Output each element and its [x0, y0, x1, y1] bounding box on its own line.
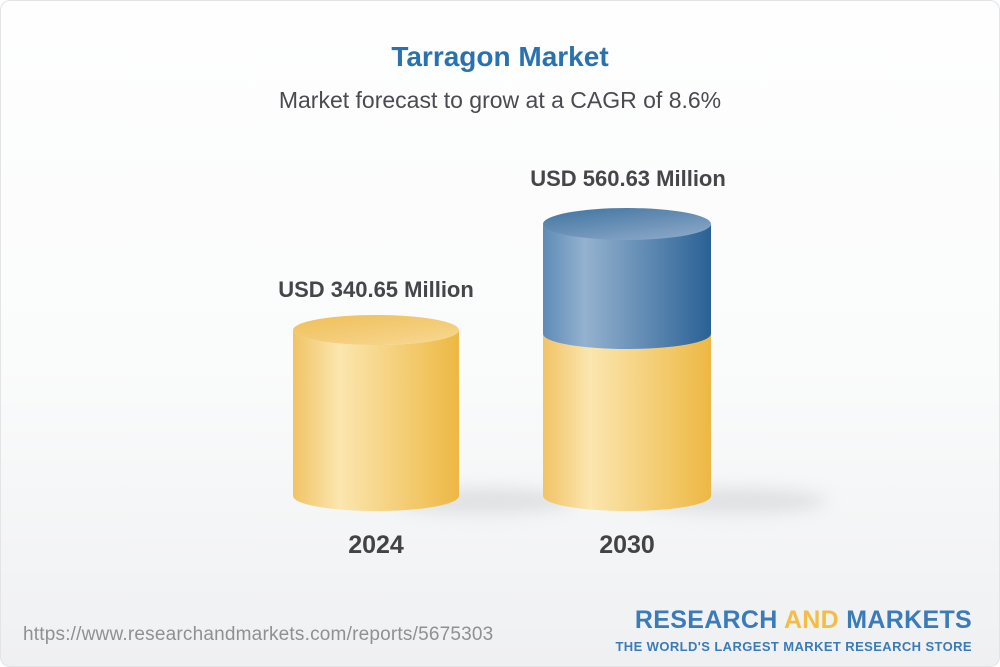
page-title: Tarragon Market: [391, 41, 609, 72]
page-subtitle: Market forecast to grow at a CAGR of 8.6…: [278, 87, 722, 113]
axis-label-2024: 2024: [348, 531, 404, 559]
research-and-markets-logo: RESEARCH AND MARKETS THE WORLD'S LARGEST…: [615, 606, 972, 654]
bar-2024-body: [293, 330, 459, 511]
bar-2024-cap: [293, 315, 459, 345]
bar-2024-cylinder: [293, 315, 459, 511]
bar-2030-cylinder: [543, 208, 711, 511]
bar-2030-segment-growth: [543, 224, 711, 349]
axis-label-2030: 2030: [599, 531, 655, 559]
logo-word-and: AND: [783, 606, 840, 634]
bar-2030-value-label: USD 560.63 Million: [530, 166, 726, 191]
logo-wordmark: RESEARCH AND MARKETS: [615, 606, 972, 635]
bar-2030-segment-base: [543, 334, 711, 511]
logo-word-research: RESEARCH: [634, 606, 778, 634]
bar-2030-cap: [543, 208, 711, 240]
logo-tagline: THE WORLD'S LARGEST MARKET RESEARCH STOR…: [615, 639, 972, 654]
logo-word-markets: MARKETS: [846, 606, 972, 634]
bar-2024-value-label: USD 340.65 Million: [278, 277, 474, 302]
report-url[interactable]: https://www.researchandmarkets.com/repor…: [23, 624, 494, 645]
